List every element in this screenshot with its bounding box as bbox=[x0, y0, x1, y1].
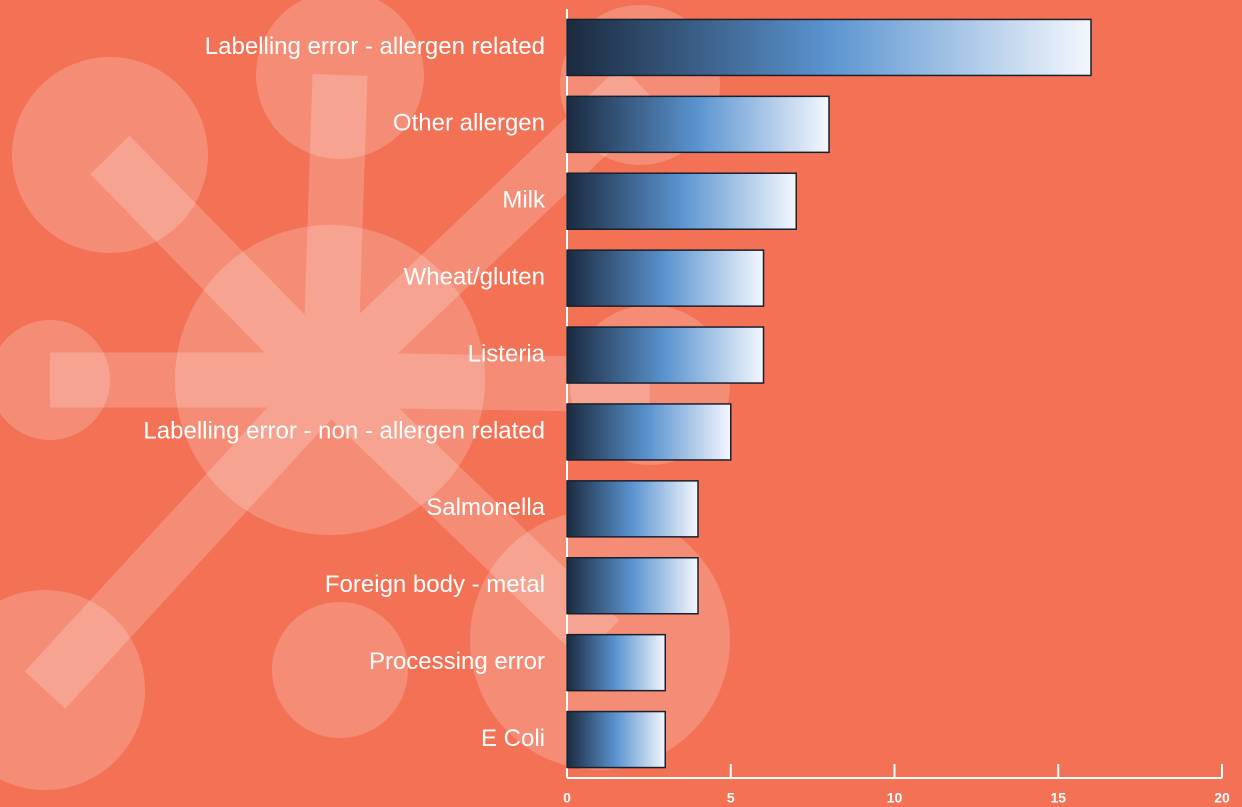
category-label: Salmonella bbox=[426, 494, 545, 521]
bar bbox=[567, 481, 698, 537]
bar bbox=[567, 635, 665, 691]
chart: 0 5 10 15 20 Labelling error - allergen relat… bbox=[0, 0, 1242, 807]
bar bbox=[567, 96, 829, 152]
category-label: Processing error bbox=[369, 648, 545, 675]
bar bbox=[567, 173, 796, 229]
bar bbox=[567, 558, 698, 614]
bar bbox=[567, 327, 764, 383]
bar bbox=[567, 712, 665, 768]
category-label: Milk bbox=[502, 187, 546, 214]
category-label: Listeria bbox=[468, 340, 546, 367]
x-tick-label: 5 bbox=[727, 790, 735, 806]
category-label: Foreign body - metal bbox=[325, 571, 545, 598]
bar bbox=[567, 404, 731, 460]
category-label: Labelling error - allergen related bbox=[205, 33, 545, 60]
bar bbox=[567, 19, 1091, 75]
bar bbox=[567, 250, 764, 306]
x-tick-label: 20 bbox=[1214, 790, 1230, 806]
category-label: Other allergen bbox=[393, 110, 545, 137]
category-label: Wheat/gluten bbox=[404, 263, 545, 290]
x-tick-label: 10 bbox=[887, 790, 903, 806]
category-label: E Coli bbox=[481, 725, 545, 752]
x-tick-label: 15 bbox=[1050, 790, 1066, 806]
category-label: Labelling error - non - allergen related bbox=[143, 417, 545, 444]
x-tick-label: 0 bbox=[563, 790, 571, 806]
